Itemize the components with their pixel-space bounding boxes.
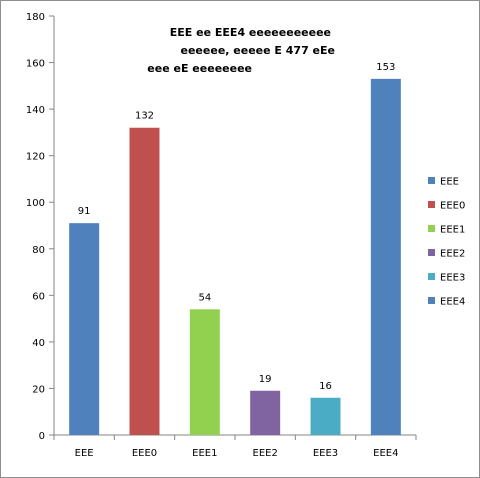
bar-eee4: [370, 78, 401, 435]
bars: 91 132 54 19 16 153: [69, 62, 401, 435]
y-tick-label: 40: [32, 338, 45, 349]
y-tick-label: 80: [32, 245, 45, 256]
chart-title-line: eee eE eeeeeeee: [147, 62, 252, 75]
legend-label: EEE1: [440, 225, 465, 236]
legend-label: EEE3: [440, 273, 465, 284]
bar-eee2: [250, 390, 281, 435]
bar-eee1: [189, 309, 220, 435]
legend-swatch: [428, 273, 435, 280]
legend-swatch: [428, 225, 435, 232]
legend: EEE EEE0 EEE1 EEE2 EEE3 EEE4: [428, 177, 465, 308]
y-tick-label: 180: [26, 12, 45, 23]
x-tick-label: EEE4: [373, 448, 398, 459]
axes: 0 20 40 60 80 100 120 140 160 180 EEE EEE0 EEE1 EEE2 E…: [26, 12, 417, 459]
legend-label: EEE4: [440, 297, 465, 308]
x-tick-label: EEE: [75, 448, 94, 459]
y-tick-label: 60: [32, 291, 45, 302]
y-tick-label: 20: [32, 384, 45, 395]
chart-title-line: eeeeee, eeeee E 477 eEe: [181, 44, 335, 57]
data-label: 91: [78, 206, 91, 217]
x-tick-label: EEE2: [253, 448, 278, 459]
legend-swatch: [428, 177, 435, 184]
data-label: 54: [198, 292, 211, 303]
legend-swatch: [428, 201, 435, 208]
chart-title-line: EEE ee EEE4 eeeeeeeeeee: [170, 26, 331, 39]
bar-eee0: [129, 127, 160, 435]
bar-eee3: [310, 397, 341, 435]
legend-label: EEE: [440, 177, 459, 188]
y-tick-label: 120: [26, 152, 45, 163]
data-label: 19: [259, 374, 272, 385]
x-tick-label: EEE1: [192, 448, 217, 459]
legend-label: EEE0: [440, 201, 465, 212]
y-tick-label: 0: [39, 431, 45, 442]
x-tick-label: EEE0: [132, 448, 157, 459]
legend-label: EEE2: [440, 249, 465, 260]
bar-eee: [69, 223, 100, 435]
data-label: 16: [319, 381, 332, 392]
y-tick-label: 100: [26, 198, 45, 209]
data-label: 153: [376, 62, 395, 73]
data-label: 132: [135, 111, 154, 122]
y-tick-label: 140: [26, 105, 45, 116]
legend-swatch: [428, 249, 435, 256]
chart-title: EEE ee EEE4 eeeeeeeeeee eeeeee, eeeee E 4…: [147, 26, 335, 75]
y-tick-label: 160: [26, 59, 45, 70]
x-tick-label: EEE3: [313, 448, 338, 459]
legend-swatch: [428, 297, 435, 304]
